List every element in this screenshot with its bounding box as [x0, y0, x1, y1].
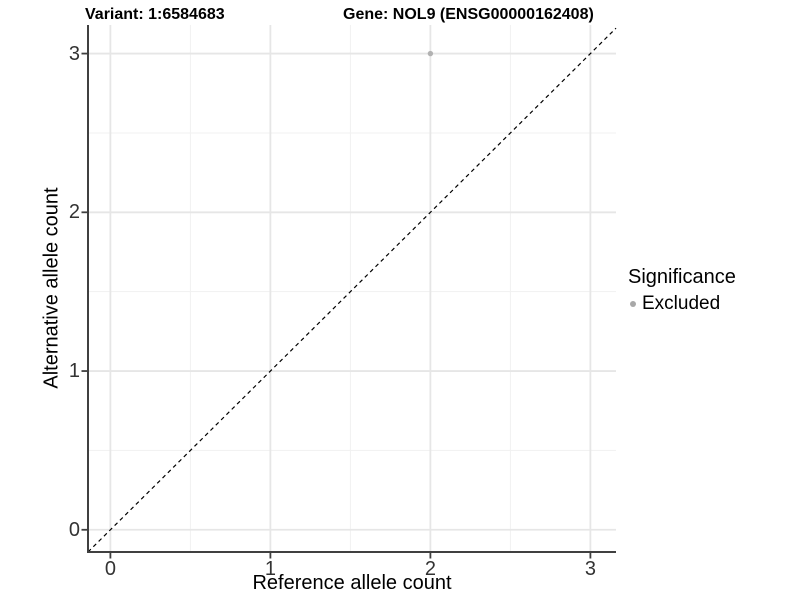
data-point-excluded: [427, 50, 434, 57]
x-axis-title: Reference allele count: [252, 572, 452, 594]
x-tick-label-2: 2: [424, 558, 436, 580]
plot-title-variant: Variant: 1:6584683: [85, 6, 225, 23]
x-tick-label-0: 0: [104, 558, 116, 580]
legend-entry-label: Excluded: [642, 293, 721, 314]
legend-point-icon: [630, 301, 636, 307]
y-tick-label-1: 1: [68, 360, 80, 383]
y-tick-label-0: 0: [68, 518, 80, 541]
y-tick-label-3: 3: [68, 42, 80, 65]
plot-title-gene: Gene: NOL9 (ENSG00000162408): [343, 6, 594, 23]
legend-entry-excluded: Excluded: [628, 293, 736, 315]
y-tick-label-2: 2: [68, 201, 80, 224]
x-tick-label-3: 3: [584, 558, 596, 580]
x-tick-label-1: 1: [264, 558, 276, 580]
identity-line: [87, 27, 617, 553]
legend: Significance Excluded: [628, 266, 736, 315]
legend-title: Significance: [628, 266, 736, 288]
y-axis-title: Alternative allele count: [40, 187, 63, 389]
